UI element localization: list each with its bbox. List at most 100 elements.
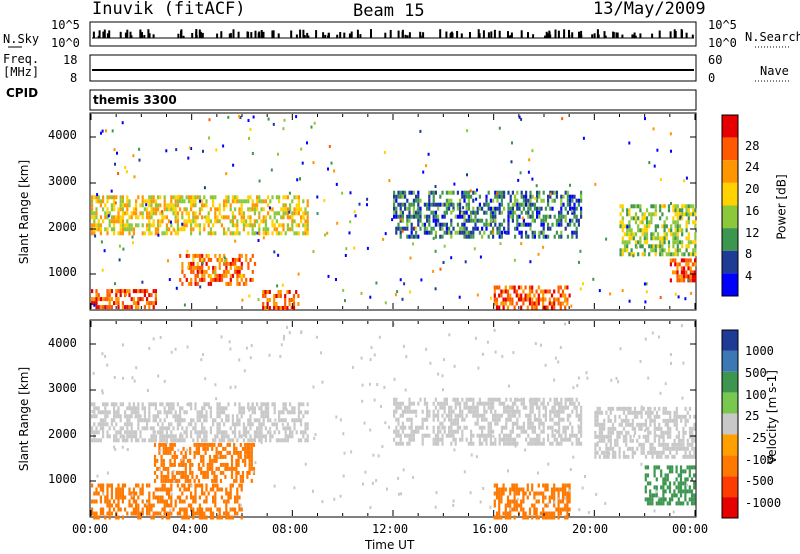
scatter-cell (297, 294, 300, 298)
scatter-cell (686, 489, 689, 494)
scatter-cell (253, 418, 256, 423)
scatter-cell (672, 258, 675, 263)
scatter-cell (631, 454, 634, 459)
scatter-cell (150, 507, 153, 512)
scatter-cell (190, 507, 193, 512)
freq-unit-label: [MHz] (3, 65, 40, 79)
scatter-cell (581, 486, 584, 490)
scatter-cell (205, 253, 208, 258)
scatter-cell (264, 410, 267, 415)
nsky-bar (482, 30, 485, 38)
scatter-cell (258, 179, 261, 183)
scatter-cell (611, 450, 615, 455)
scatter-cell (569, 437, 572, 442)
scatter-cell (643, 224, 646, 229)
scatter-cell (128, 430, 131, 435)
scatter-cell (668, 481, 672, 486)
scatter-cell (417, 401, 420, 406)
scatter-cell (194, 223, 197, 228)
scatter-cell (476, 218, 479, 223)
scatter-cell (333, 497, 336, 501)
scatter-cell (194, 277, 197, 282)
scatter-cell (553, 491, 556, 496)
scatter-cell (682, 501, 685, 506)
scatter-cell (196, 410, 199, 415)
scatter-cell (560, 222, 563, 227)
scatter-cell (571, 206, 574, 211)
freq-tick-high: 18 (63, 53, 78, 67)
scatter-cell (401, 297, 404, 301)
scatter-cell (430, 202, 433, 207)
scatter-cell (518, 206, 521, 211)
nsky-bar (348, 33, 351, 38)
scatter-cell (542, 218, 545, 223)
scatter-cell (560, 218, 563, 223)
scatter-cell (187, 211, 190, 216)
scatter-cell (551, 429, 554, 434)
scatter-cell (245, 199, 248, 204)
scatter-cell (238, 422, 241, 427)
scatter-cell (529, 202, 532, 207)
scatter-cell (141, 406, 144, 411)
scatter-cell (183, 418, 186, 423)
scatter-cell (121, 305, 124, 310)
scatter-cell (684, 414, 687, 419)
scatter-cell (546, 503, 549, 508)
scatter-cell (647, 406, 650, 411)
scatter-cell (284, 231, 287, 236)
scatter-cell (236, 199, 239, 204)
scatter-cell (399, 401, 402, 406)
scatter-cell (498, 206, 501, 211)
scatter-cell (518, 115, 521, 119)
scatter-cell (687, 274, 690, 279)
scatter-cell (434, 210, 437, 215)
scatter-cell (132, 499, 135, 504)
scatter-cell (393, 437, 396, 442)
scatter-cell (238, 281, 241, 286)
scatter-cell (662, 493, 665, 498)
scatter-cell (526, 297, 529, 302)
nsky-bar (596, 29, 599, 38)
scatter-cell (113, 301, 116, 306)
scatter-cell (132, 406, 135, 411)
scatter-cell (632, 236, 635, 241)
scatter-cell (437, 214, 440, 219)
scatter-cell (286, 195, 289, 200)
scatter-cell (511, 214, 514, 219)
scatter-cell (558, 234, 561, 239)
scatter-cell (678, 224, 682, 229)
scatter-cell (248, 408, 251, 412)
scatter-cell (99, 422, 102, 427)
scatter-cell (110, 189, 113, 193)
scatter-cell (527, 413, 530, 418)
scatter-cell (289, 426, 292, 431)
scatter-cell (204, 442, 207, 447)
scatter-cell (167, 259, 169, 263)
scatter-cell (242, 273, 246, 278)
scatter-cell (189, 470, 192, 475)
scatter-cell (238, 358, 241, 362)
scatter-cell (693, 422, 696, 427)
scatter-cell (492, 441, 495, 446)
scatter-cell (607, 414, 610, 419)
scatter-cell (463, 425, 466, 430)
scatter-cell (555, 194, 558, 199)
scatter-cell (645, 220, 649, 225)
scatter-cell (295, 430, 298, 435)
scatter-cell (148, 215, 151, 220)
scatter-cell (167, 466, 170, 471)
scatter-cell (116, 151, 118, 155)
scatter-cell (262, 422, 265, 427)
scatter-cell (443, 244, 446, 248)
scatter-cell (256, 402, 259, 407)
scatter-cell (297, 406, 300, 411)
scatter-cell (366, 203, 368, 207)
scatter-cell (516, 421, 519, 426)
scatter-cell (172, 211, 175, 216)
scatter-cell (280, 410, 283, 415)
scatter-cell (651, 418, 654, 423)
scatter-cell (551, 190, 554, 195)
scatter-cell (148, 491, 151, 496)
scatter-cell (143, 199, 146, 204)
scatter-cell (596, 450, 599, 455)
